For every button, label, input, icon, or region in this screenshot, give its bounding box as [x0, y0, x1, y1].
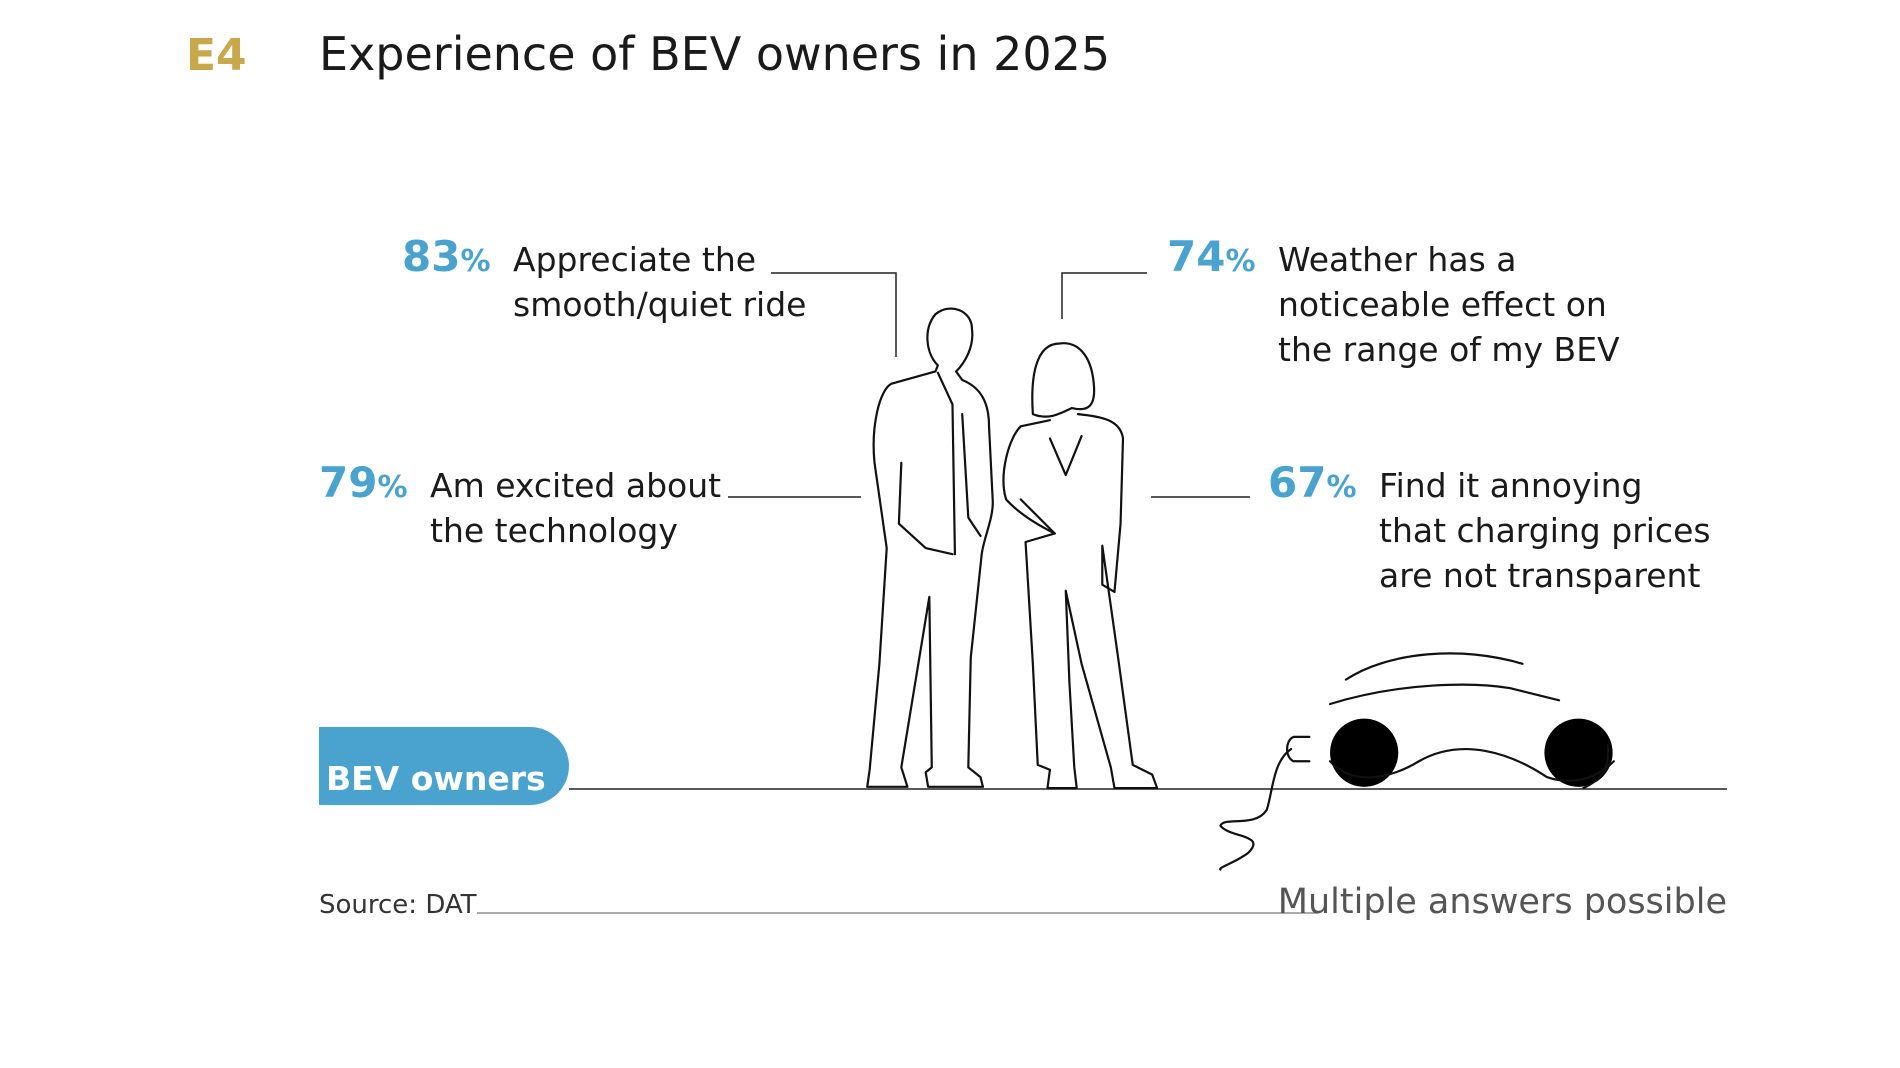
percentage-unit: %: [1225, 244, 1255, 279]
statement-line: that charging prices: [1379, 511, 1711, 550]
statement-line: the range of my BEV: [1278, 330, 1620, 369]
statement-line: Appreciate the: [513, 240, 756, 279]
stat-items: 83% Appreciate the smooth/quiet ride 74% Wea…: [319, 232, 1711, 595]
statement-line: smooth/quiet ride: [513, 285, 806, 324]
illustration: [866, 307, 1615, 871]
percentage: 79%: [319, 458, 408, 507]
percentage-unit: %: [377, 470, 407, 505]
percentage-unit: %: [460, 244, 490, 279]
statement-line: Weather has a: [1278, 240, 1516, 279]
note: Multiple answers possible: [1278, 882, 1727, 922]
percentage: 74%: [1167, 232, 1256, 281]
statement-line: are not transparent: [1379, 556, 1700, 595]
statement-line: Find it annoying: [1379, 466, 1643, 505]
title: Experience of BEV owners in 2025: [319, 27, 1110, 81]
percentage-value: 79: [319, 458, 377, 507]
percentage-value: 83: [402, 232, 460, 281]
badge-label: BEV owners: [326, 759, 546, 798]
statement-line: the technology: [430, 511, 678, 550]
percentage-value: 74: [1167, 232, 1225, 281]
percentage: 83%: [402, 232, 491, 281]
connector: [1061, 272, 1147, 319]
statement-line: Am excited about: [430, 466, 721, 505]
badge: [319, 727, 569, 805]
statement-line: noticeable effect on: [1278, 285, 1607, 324]
percentage: 67%: [1268, 458, 1357, 507]
percentage-unit: %: [1326, 470, 1356, 505]
source: Source: DAT: [319, 890, 477, 920]
chapter-code: E4: [186, 30, 247, 81]
connector: [771, 272, 897, 357]
percentage-value: 67: [1268, 458, 1326, 507]
